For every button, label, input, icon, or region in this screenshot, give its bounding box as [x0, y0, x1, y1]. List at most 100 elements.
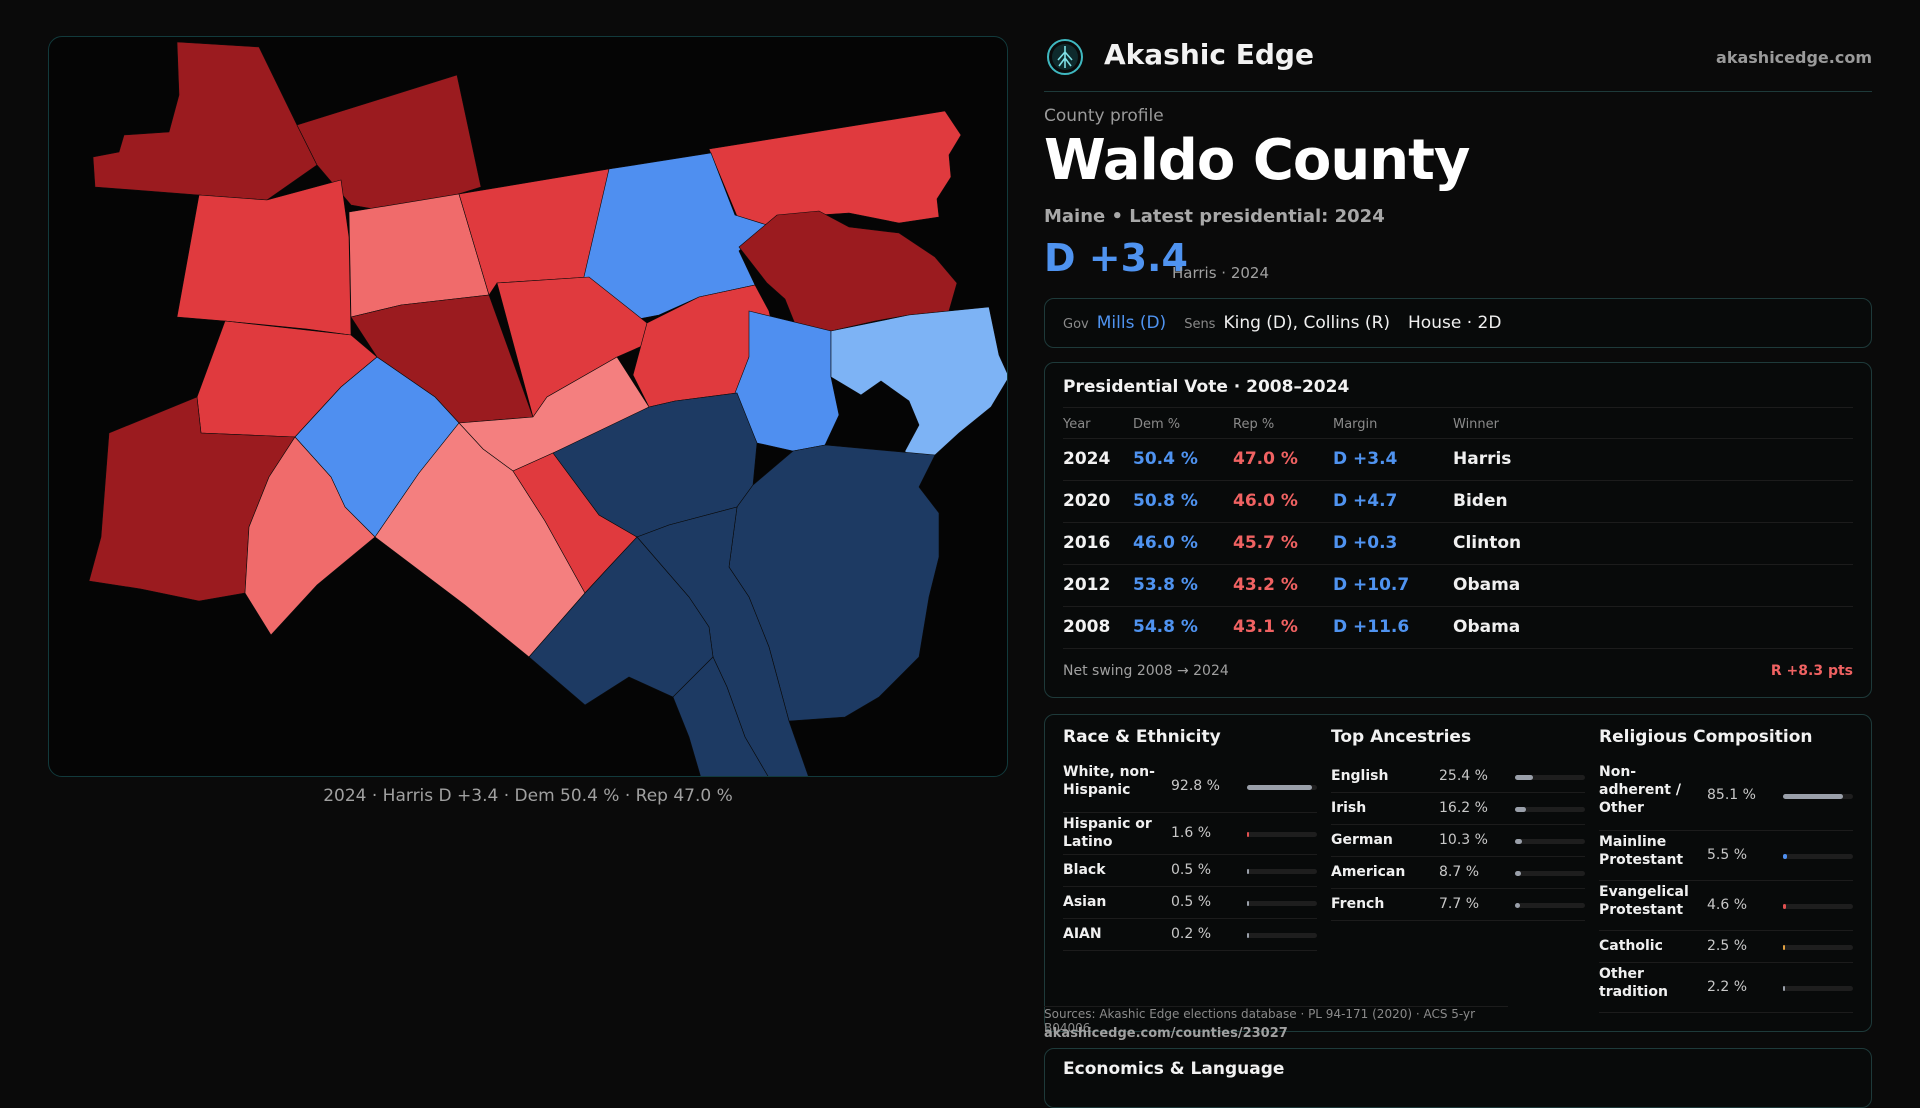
map-town[interactable] [176, 179, 352, 336]
demographic-label: Catholic [1599, 938, 1663, 954]
map-town[interactable] [244, 436, 376, 636]
demographic-value: 2.2 % [1707, 979, 1748, 995]
site-url[interactable]: akashicedge.com [1716, 48, 1872, 67]
map-caption: 2024 · Harris D +3.4 · Dem 50.4 % · Rep … [323, 786, 733, 806]
demographic-label: Evangelical Protestant [1599, 884, 1689, 918]
presidential-vote-card: Presidential Vote · 2008–2024 Year Dem %… [1044, 362, 1872, 698]
demographic-label: English [1331, 768, 1389, 784]
demographic-bar [1247, 868, 1317, 874]
demographic-value: 4.6 % [1707, 897, 1748, 913]
demographic-bar-fill [1783, 853, 1787, 859]
demographic-value: 5.5 % [1707, 847, 1748, 863]
table-row: 2024 50.4 % 47.0 % D +3.4 Harris [1063, 439, 1853, 481]
demographic-label: Mainline Protestant [1599, 834, 1684, 868]
cell-year: 2016 [1063, 533, 1111, 553]
demographic-bar [1783, 985, 1853, 991]
demographic-value: 7.7 % [1439, 896, 1480, 912]
demographic-bar [1247, 784, 1317, 790]
ancestry-title: Top Ancestries [1331, 727, 1472, 747]
demographic-label: Non-adherent / Other [1599, 764, 1681, 816]
demographic-value: 8.7 % [1439, 864, 1480, 880]
cell-winner: Obama [1453, 617, 1521, 637]
demographic-bar-fill [1515, 774, 1533, 780]
demographic-label: White, non-Hispanic [1063, 764, 1155, 798]
brand-name[interactable]: Akashic Edge [1104, 38, 1314, 71]
page-url[interactable]: akashicedge.com/counties/23027 [1044, 1026, 1288, 1041]
latest-margin: D +3.4 [1044, 236, 1188, 280]
demographic-bar [1247, 831, 1317, 837]
ancestry-column: Top Ancestries English 25.4 % Irish 16.2 % G… [1331, 727, 1585, 921]
latest-margin-note: Harris · 2024 [1172, 264, 1270, 282]
demographic-row: Mainline Protestant 5.5 % [1599, 831, 1853, 881]
table-row: 2016 46.0 % 45.7 % D +0.3 Clinton [1063, 523, 1853, 565]
demographic-value: 92.8 % [1171, 778, 1220, 794]
cell-winner: Harris [1453, 449, 1512, 469]
demographic-bar-fill [1515, 806, 1527, 812]
demographic-bar [1247, 900, 1317, 906]
demographic-bar [1515, 838, 1585, 844]
gov-value: Mills (D) [1096, 313, 1167, 333]
demographic-label: Asian [1063, 894, 1107, 910]
demographic-value: 85.1 % [1707, 787, 1756, 803]
demographic-value: 16.2 % [1439, 800, 1488, 816]
demographic-bar-fill [1783, 944, 1785, 950]
demographic-row: White, non-Hispanic 92.8 % [1063, 761, 1317, 813]
cell-rep: 46.0 % [1233, 491, 1298, 511]
table-row: 2020 50.8 % 46.0 % D +4.7 Biden [1063, 481, 1853, 523]
demographic-value: 25.4 % [1439, 768, 1488, 784]
religion-title: Religious Composition [1599, 727, 1813, 747]
cell-margin: D +3.4 [1333, 449, 1398, 469]
demographics-card: Race & Ethnicity White, non-Hispanic 92.8… [1044, 714, 1872, 1032]
cell-winner: Clinton [1453, 533, 1522, 553]
cell-rep: 47.0 % [1233, 449, 1298, 469]
demographic-row: Non-adherent / Other 85.1 % [1599, 761, 1853, 831]
demographic-row: Catholic 2.5 % [1599, 931, 1853, 963]
demographic-label: AIAN [1063, 926, 1102, 942]
cell-rep: 43.1 % [1233, 617, 1298, 637]
demographic-label: American [1331, 864, 1406, 880]
sens-value: King (D), Collins (R) [1223, 313, 1391, 333]
demographic-row: Hispanic or Latino 1.6 % [1063, 813, 1317, 855]
demographic-bar-fill [1247, 900, 1249, 906]
county-map[interactable] [48, 36, 1008, 777]
demographic-bar-fill [1247, 831, 1249, 837]
demographic-bar [1783, 944, 1853, 950]
map-town[interactable] [92, 41, 318, 201]
sens-key: Sens [1184, 317, 1216, 332]
page-title: Waldo County [1044, 128, 1470, 193]
cell-dem: 53.8 % [1133, 575, 1198, 595]
table-row: 2008 54.8 % 43.1 % D +11.6 Obama [1063, 607, 1853, 649]
map-town[interactable] [672, 656, 769, 777]
demographic-bar-fill [1515, 870, 1522, 876]
demographic-bar-fill [1783, 985, 1785, 991]
map-town[interactable] [708, 110, 962, 226]
cell-winner: Obama [1453, 575, 1521, 595]
demographic-bar-fill [1515, 838, 1523, 844]
demographic-bar [1783, 793, 1853, 799]
map-town[interactable] [830, 306, 1008, 466]
county-profile-panel: Akashic Edge akashicedge.com County prof… [1044, 0, 1872, 1108]
demographic-value: 2.5 % [1707, 938, 1748, 954]
demographic-value: 10.3 % [1439, 832, 1488, 848]
demographic-bar [1247, 932, 1317, 938]
demographic-row: AIAN 0.2 % [1063, 919, 1317, 951]
demographic-row: Other tradition 2.2 % [1599, 963, 1853, 1013]
demographic-bar [1783, 853, 1853, 859]
demographic-bar-fill [1247, 868, 1249, 874]
cell-year: 2020 [1063, 491, 1111, 511]
demographic-bar-fill [1247, 784, 1312, 790]
cell-year: 2012 [1063, 575, 1111, 595]
demographic-bar [1515, 774, 1585, 780]
site-header: Akashic Edge akashicedge.com [1044, 34, 1872, 92]
economics-card: Economics & Language [1044, 1048, 1872, 1108]
demographic-row: English 25.4 % [1331, 761, 1585, 793]
cell-margin: D +0.3 [1333, 533, 1398, 553]
cell-dem: 54.8 % [1133, 617, 1198, 637]
cell-margin: D +10.7 [1333, 575, 1410, 595]
col-dem: Dem % [1133, 417, 1181, 432]
race-ethnicity-column: Race & Ethnicity White, non-Hispanic 92.8… [1063, 727, 1317, 951]
cell-year: 2024 [1063, 449, 1111, 469]
demographic-label: Other tradition [1599, 966, 1668, 1000]
tree-of-life-icon[interactable] [1046, 38, 1084, 76]
race-title: Race & Ethnicity [1063, 727, 1221, 747]
